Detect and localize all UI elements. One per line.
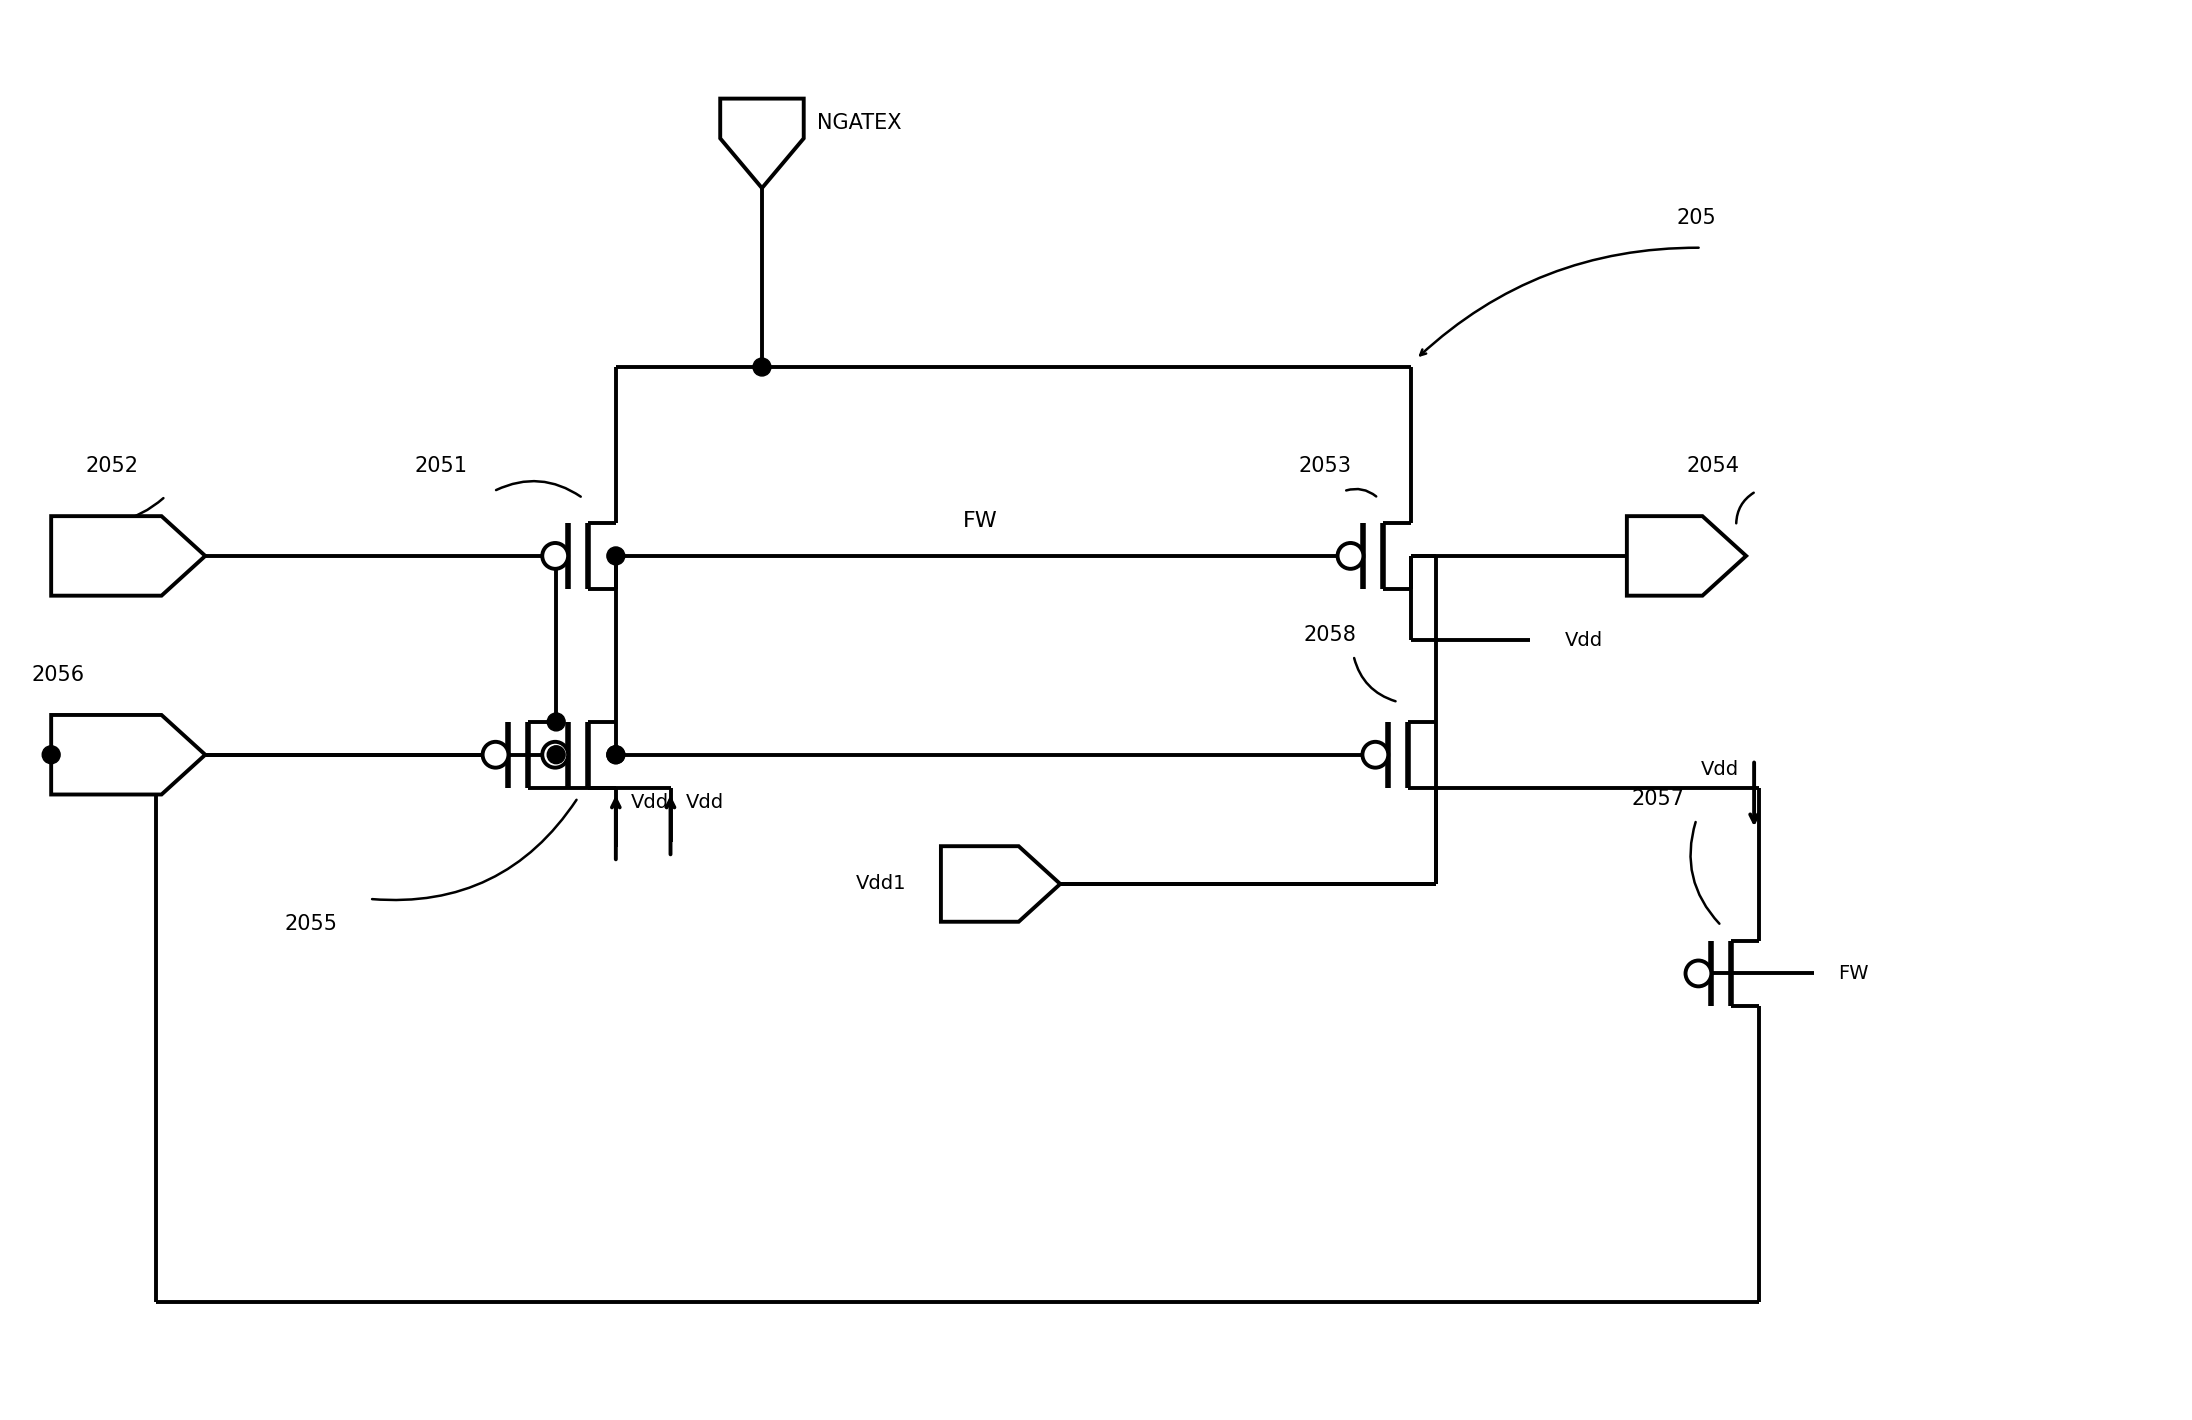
Polygon shape xyxy=(940,846,1061,922)
Circle shape xyxy=(541,542,568,569)
Circle shape xyxy=(754,358,772,376)
Text: Vdd: Vdd xyxy=(1565,630,1602,650)
Polygon shape xyxy=(50,716,206,795)
Text: 2051: 2051 xyxy=(414,456,467,477)
Text: 2056: 2056 xyxy=(31,665,85,686)
Text: 2053: 2053 xyxy=(1300,456,1352,477)
Circle shape xyxy=(42,746,59,764)
Text: 2054: 2054 xyxy=(1686,456,1740,477)
Circle shape xyxy=(548,746,566,764)
Text: 2055: 2055 xyxy=(285,913,338,934)
Text: Vdd: Vdd xyxy=(631,792,669,811)
Circle shape xyxy=(1363,741,1388,768)
Text: Vdd: Vdd xyxy=(686,792,723,811)
Text: FW: FW xyxy=(962,511,997,531)
Polygon shape xyxy=(50,515,206,595)
Circle shape xyxy=(607,547,625,565)
Circle shape xyxy=(1337,542,1363,569)
Circle shape xyxy=(607,746,625,764)
Text: Vdd1: Vdd1 xyxy=(855,875,905,893)
Text: FW: FW xyxy=(1839,964,1870,983)
Circle shape xyxy=(607,746,625,764)
Text: 2052: 2052 xyxy=(85,456,138,477)
Text: 2058: 2058 xyxy=(1304,625,1357,646)
Circle shape xyxy=(548,713,566,731)
Circle shape xyxy=(541,741,568,768)
Text: 2057: 2057 xyxy=(1631,790,1686,809)
Circle shape xyxy=(482,741,509,768)
Polygon shape xyxy=(1626,515,1747,595)
Polygon shape xyxy=(721,98,804,187)
Circle shape xyxy=(1686,960,1712,987)
Text: 205: 205 xyxy=(1677,207,1716,227)
Text: NGATEX: NGATEX xyxy=(818,114,901,133)
Text: Vdd: Vdd xyxy=(1701,760,1738,780)
